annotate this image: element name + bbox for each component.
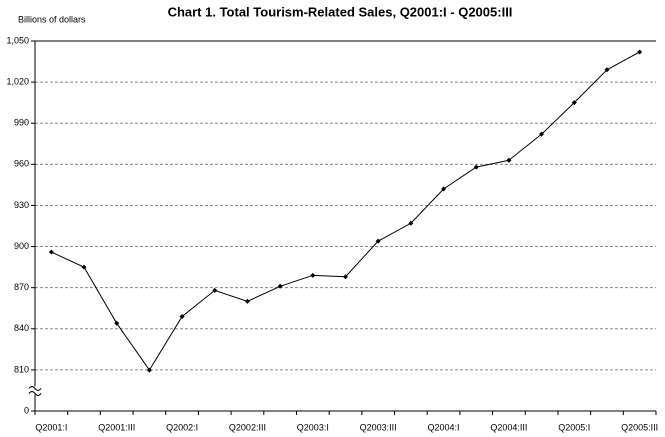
marker: [310, 272, 316, 278]
marker: [441, 186, 447, 192]
y-tick-label: 960: [14, 159, 29, 169]
plot-area: [35, 41, 656, 411]
chart-title: Chart 1. Total Tourism-Related Sales, Q2…: [168, 4, 513, 19]
marker: [408, 220, 414, 226]
x-tick-label: Q2002:I: [166, 422, 198, 432]
x-tick-label: Q2003:III: [360, 422, 397, 432]
axis-break-gap: [30, 386, 40, 395]
x-tick-label: Q2002:III: [229, 422, 266, 432]
marker: [244, 298, 250, 304]
marker: [571, 100, 577, 106]
marker: [637, 49, 643, 55]
marker: [212, 287, 218, 293]
marker: [343, 274, 348, 280]
marker: [375, 238, 381, 244]
line: [51, 51, 640, 372]
x-tick-label: Q2004:I: [428, 422, 460, 432]
marker: [506, 157, 512, 163]
x-tick-label: Q2001:III: [98, 422, 135, 432]
y-tick-label: 1,020: [6, 76, 29, 86]
marker: [539, 131, 545, 137]
marker: [114, 320, 120, 326]
marker: [146, 367, 152, 373]
marker: [604, 67, 610, 73]
y-axis-label: Billions of dollars: [18, 14, 86, 24]
y-tick-label: 990: [14, 118, 29, 128]
x-tick-label: Q2005:I: [558, 422, 590, 432]
marker: [179, 313, 185, 319]
y-tick-label: 900: [14, 241, 29, 251]
x-tick-label: Q2004:III: [490, 422, 527, 432]
marker: [277, 283, 283, 289]
axis-break: [28, 385, 42, 396]
y-tick-label: 930: [14, 200, 29, 210]
marker: [473, 164, 479, 170]
marker: [48, 249, 54, 255]
y-tick-label: 0: [24, 405, 29, 415]
marker: [81, 264, 87, 270]
x-tick-label: Q2005:III: [621, 422, 658, 432]
x-tick-label: Q2003:I: [297, 422, 329, 432]
y-tick-label: 840: [14, 323, 29, 333]
y-tick-label: 810: [14, 364, 29, 374]
y-tick-label: 870: [14, 282, 29, 292]
x-tick-label: Q2001:I: [35, 422, 67, 432]
y-tick-label: 1,050: [6, 35, 29, 45]
